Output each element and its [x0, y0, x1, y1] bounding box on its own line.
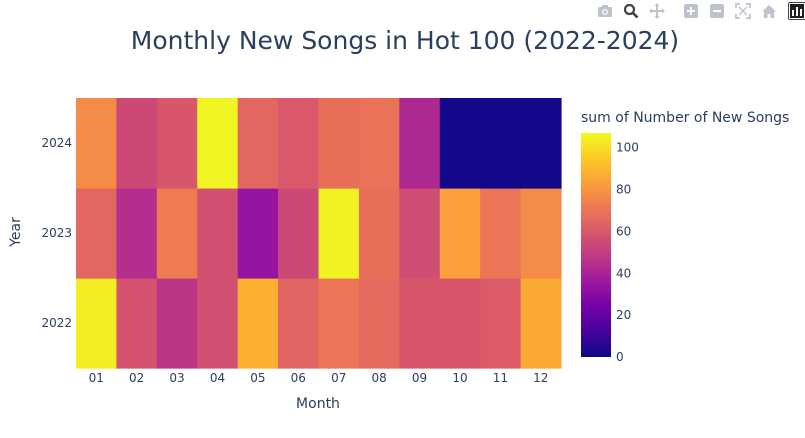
- heatmap-cell[interactable]: [358, 278, 400, 369]
- x-tick-label: 10: [452, 371, 467, 385]
- camera-icon[interactable]: [596, 2, 614, 20]
- heatmap-cell[interactable]: [318, 278, 360, 369]
- heatmap-cell[interactable]: [520, 188, 562, 279]
- heatmap-cell[interactable]: [439, 98, 481, 189]
- colorbar-tick-label: 0: [616, 350, 624, 364]
- y-tick-label: 2024: [41, 136, 72, 150]
- heatmap-cell[interactable]: [399, 188, 441, 279]
- heatmap-cell[interactable]: [278, 98, 320, 189]
- heatmap-cell[interactable]: [76, 188, 118, 279]
- x-tick-label: 12: [533, 371, 548, 385]
- autoscale-icon[interactable]: [734, 2, 752, 20]
- heatmap-cell[interactable]: [116, 98, 158, 189]
- heatmap-cell[interactable]: [116, 188, 158, 279]
- zoom-out-icon[interactable]: [708, 2, 726, 20]
- heatmap-cell[interactable]: [237, 188, 279, 279]
- heatmap-cell[interactable]: [439, 188, 481, 279]
- colorbar-tick-label: 60: [616, 224, 631, 238]
- x-axis-ticks: 01 02 03 04 05 06 07 08 09 10 11 12: [89, 371, 549, 385]
- x-axis-label: Month: [296, 396, 340, 412]
- heatmap-cell[interactable]: [480, 278, 522, 369]
- heatmap-cell[interactable]: [358, 98, 400, 189]
- heatmap-cell[interactable]: [278, 278, 320, 369]
- colorbar-tick-label: 100: [616, 141, 639, 155]
- zoom-icon[interactable]: [622, 2, 640, 20]
- heatmap-cell[interactable]: [520, 98, 562, 189]
- plotly-logo-icon[interactable]: [788, 2, 805, 20]
- heatmap-cell[interactable]: [237, 98, 279, 189]
- heatmap-cell[interactable]: [116, 278, 158, 369]
- colorbar-tick-label: 40: [616, 266, 631, 280]
- x-tick-label: 02: [129, 371, 144, 385]
- x-tick-label: 08: [371, 371, 386, 385]
- heatmap-cell[interactable]: [197, 278, 239, 369]
- heatmap-cell[interactable]: [318, 188, 360, 279]
- reset-axes-icon[interactable]: [760, 2, 778, 20]
- heatmap-cell[interactable]: [156, 278, 198, 369]
- x-tick-label: 03: [169, 371, 184, 385]
- x-tick-label: 01: [89, 371, 104, 385]
- heatmap-cell[interactable]: [480, 98, 522, 189]
- heatmap-cell[interactable]: [358, 188, 400, 279]
- heatmap-cell[interactable]: [156, 188, 198, 279]
- colorbar-title: sum of Number of New Songs: [581, 110, 789, 126]
- heatmap-cell[interactable]: [197, 98, 239, 189]
- modebar-toolbar: [596, 2, 805, 20]
- heatmap-cell[interactable]: [278, 188, 320, 279]
- heatmap-cell[interactable]: [399, 278, 441, 369]
- heatmap-cell[interactable]: [237, 278, 279, 369]
- chart-title: Monthly New Songs in Hot 100 (2022-2024): [131, 26, 679, 55]
- x-tick-label: 05: [250, 371, 265, 385]
- heatmap-cell[interactable]: [76, 98, 118, 189]
- y-tick-label: 2023: [41, 226, 72, 240]
- y-axis-label: Year: [8, 217, 24, 248]
- y-axis-ticks: 2022 2023 2024: [41, 136, 72, 330]
- x-tick-label: 06: [291, 371, 306, 385]
- heatmap-cell[interactable]: [197, 188, 239, 279]
- colorbar-tick-label: 20: [616, 308, 631, 322]
- zoom-in-icon[interactable]: [682, 2, 700, 20]
- heatmap-cell[interactable]: [520, 278, 562, 369]
- heatmap-cell[interactable]: [480, 188, 522, 279]
- x-tick-label: 09: [412, 371, 427, 385]
- colorbar-tick-label: 80: [616, 183, 631, 197]
- heatmap-cell[interactable]: [76, 278, 118, 369]
- heatmap-cell[interactable]: [439, 278, 481, 369]
- heatmap-cell[interactable]: [399, 98, 441, 189]
- y-tick-label: 2022: [41, 316, 72, 330]
- heatmap-cell[interactable]: [156, 98, 198, 189]
- heatmap-cells: [76, 98, 562, 369]
- heatmap-cell[interactable]: [318, 98, 360, 189]
- pan-icon[interactable]: [648, 2, 666, 20]
- x-tick-label: 11: [493, 371, 508, 385]
- x-tick-label: 07: [331, 371, 346, 385]
- colorbar: [581, 133, 611, 357]
- colorbar-ticks: 0 20 40 60 80 100: [616, 141, 639, 364]
- x-tick-label: 04: [210, 371, 225, 385]
